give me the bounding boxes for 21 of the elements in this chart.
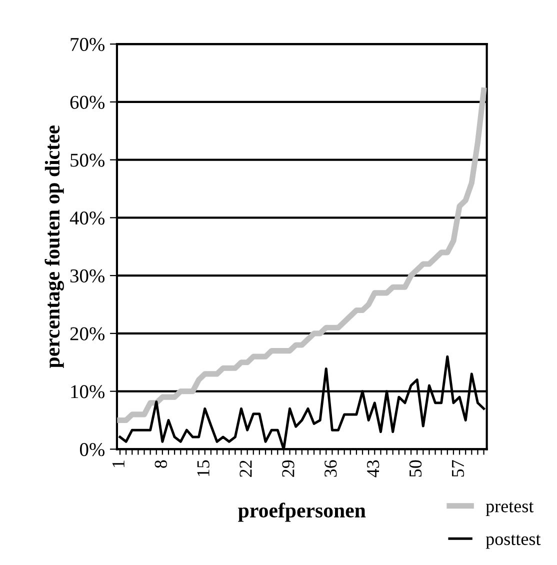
y-tick-label: 0%	[80, 442, 104, 456]
x-tick-label: 50	[409, 460, 422, 477]
x-tick-label: 15	[197, 460, 210, 476]
x-tick-label: 22	[240, 460, 252, 477]
x-tick-label: 43	[367, 460, 380, 478]
y-tick-label: 70%	[70, 38, 104, 52]
y-tick-label: 30%	[70, 269, 104, 283]
x-axis-title: proefpersonen	[238, 502, 366, 522]
x-tick-label: 8	[154, 460, 167, 468]
y-tick-label: 40%	[70, 212, 104, 225]
x-tick-label: 36	[324, 460, 337, 477]
y-tick-label: 50%	[70, 154, 104, 167]
y-axis-title: percentage fouten op dictee	[44, 126, 64, 368]
legend-label: pretest	[486, 502, 534, 516]
y-tick-label: 20%	[70, 327, 104, 340]
legend-label: posttest	[486, 534, 541, 549]
y-tick-label: 10%	[71, 385, 104, 398]
x-tick-label: 57	[452, 460, 464, 477]
x-tick-label: 29	[282, 460, 294, 477]
x-tick-label: 1	[112, 460, 124, 468]
y-tick-label: 60%	[70, 96, 104, 109]
